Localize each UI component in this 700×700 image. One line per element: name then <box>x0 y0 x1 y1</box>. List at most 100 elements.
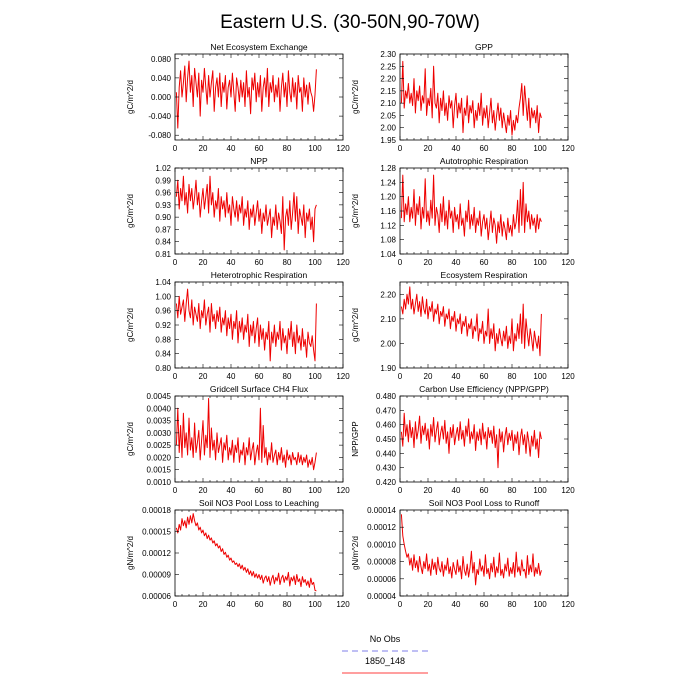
x-tick-label: 20 <box>424 372 433 381</box>
y-tick-label: 2.15 <box>380 87 396 96</box>
x-tick-label: 80 <box>283 486 292 495</box>
y-tick-label: 1.02 <box>155 164 171 173</box>
y-tick-label: 0.00006 <box>142 592 171 601</box>
x-tick-label: 40 <box>452 600 461 609</box>
y-axis-label: gC/m^2/d <box>351 194 360 228</box>
x-tick-label: 0 <box>398 600 403 609</box>
y-tick-label: 1.12 <box>380 221 396 230</box>
panel-5: Heterotrophic Respiration 0 20 40 60 80 100 120… <box>126 270 350 381</box>
x-tick-label: 0 <box>173 258 178 267</box>
x-tick-label: 100 <box>308 144 322 153</box>
x-tick-label: 120 <box>561 600 575 609</box>
x-tick-label: 120 <box>336 486 350 495</box>
series-line <box>400 412 542 469</box>
y-tick-label: 2.30 <box>380 50 396 59</box>
panel-3: NPP 0 20 40 60 80 100 120 0.81 0.84 0.87 0.90 0.93 0.… <box>126 156 350 267</box>
y-tick-label: 0.00015 <box>142 528 171 537</box>
y-tick-label: 1.00 <box>155 292 171 301</box>
x-tick-label: 120 <box>336 372 350 381</box>
y-tick-label: 0.480 <box>376 392 397 401</box>
chart-panels: Net Ecosystem Exchange 0 20 40 60 80 100 120 -0.… <box>126 42 575 609</box>
y-tick-label: 0.80 <box>155 364 171 373</box>
x-tick-label: 60 <box>255 486 264 495</box>
y-tick-label: 0.040 <box>151 74 172 83</box>
y-tick-label: 0.92 <box>155 321 171 330</box>
x-tick-label: 20 <box>424 258 433 267</box>
y-tick-label: 0.96 <box>155 307 171 316</box>
x-tick-label: 100 <box>308 372 322 381</box>
series-line <box>175 288 317 362</box>
plot-frame <box>399 281 569 369</box>
y-tick-label: 0.93 <box>155 201 171 210</box>
figure-title: Eastern U.S. (30-50N,90-70W) <box>220 12 480 33</box>
x-tick-label: 100 <box>308 486 322 495</box>
y-tick-label: 0.0045 <box>147 392 172 401</box>
panel-9: Soil NO3 Pool Loss to Leaching 0 20 40 60 80 1… <box>126 498 350 609</box>
panel-7: Gridcell Surface CH4 Flux 0 20 40 60 80 100 120… <box>126 384 350 495</box>
panel-title: Heterotrophic Respiration <box>211 270 308 280</box>
panel-title: Soil NO3 Pool Loss to Leaching <box>199 498 319 508</box>
y-tick-label: 0.90 <box>155 213 171 222</box>
plot-frame <box>399 509 569 597</box>
y-tick-label: 0.00010 <box>367 540 396 549</box>
y-tick-label: 2.00 <box>380 339 396 348</box>
panel-1: Net Ecosystem Exchange 0 20 40 60 80 100 120 -0.… <box>126 42 350 153</box>
x-tick-label: 20 <box>424 144 433 153</box>
x-tick-label: 100 <box>308 600 322 609</box>
y-tick-label: 0.88 <box>155 335 171 344</box>
x-tick-label: 120 <box>561 486 575 495</box>
x-tick-label: 120 <box>336 144 350 153</box>
y-tick-label: 1.95 <box>380 136 396 145</box>
panel-title: NPP <box>250 156 268 166</box>
plot-frame <box>174 509 344 597</box>
y-axis-label: gC/m^2/d <box>126 422 135 456</box>
x-tick-label: 0 <box>398 258 403 267</box>
y-tick-label: 0.00018 <box>142 506 171 515</box>
y-tick-label: 0.420 <box>376 478 397 487</box>
y-axis-label: gN/m^2/d <box>351 536 360 570</box>
x-tick-label: 40 <box>452 144 461 153</box>
y-axis-label: gN/m^2/d <box>126 536 135 570</box>
y-tick-label: 2.00 <box>380 124 396 133</box>
panel-10: Soil NO3 Pool Loss to Runoff 0 20 40 60 80 100… <box>351 498 575 609</box>
x-tick-label: 40 <box>227 144 236 153</box>
x-tick-label: 120 <box>336 600 350 609</box>
y-tick-label: 0.00014 <box>367 506 396 515</box>
x-tick-label: 120 <box>561 258 575 267</box>
y-tick-label: 0.99 <box>155 176 171 185</box>
y-axis-label: gC/m^2/d <box>126 308 135 342</box>
y-axis-label: gC/m^2/d <box>126 80 135 114</box>
legend-label: No Obs <box>370 634 401 644</box>
series-line <box>175 513 317 592</box>
y-tick-label: 0.0010 <box>147 478 172 487</box>
x-tick-label: 80 <box>508 486 517 495</box>
x-tick-label: 100 <box>533 258 547 267</box>
x-tick-label: 40 <box>227 258 236 267</box>
x-tick-label: 100 <box>533 372 547 381</box>
x-tick-label: 100 <box>308 258 322 267</box>
y-tick-label: 0.000 <box>151 93 172 102</box>
y-tick-label: 0.0030 <box>147 429 172 438</box>
x-tick-label: 120 <box>561 372 575 381</box>
x-tick-label: 60 <box>480 258 489 267</box>
series-line <box>175 397 317 471</box>
y-tick-label: 1.90 <box>380 364 396 373</box>
panel-title: GPP <box>475 42 493 52</box>
y-tick-label: 0.080 <box>151 55 172 64</box>
x-tick-label: 60 <box>480 144 489 153</box>
y-tick-label: 1.20 <box>380 193 396 202</box>
y-tick-label: 0.84 <box>155 350 171 359</box>
x-tick-label: 20 <box>199 372 208 381</box>
series-line <box>400 514 542 586</box>
x-tick-label: 80 <box>283 258 292 267</box>
y-tick-label: 2.20 <box>380 75 396 84</box>
y-tick-label: 2.05 <box>380 111 396 120</box>
x-tick-label: 60 <box>255 258 264 267</box>
x-tick-label: 80 <box>283 372 292 381</box>
plot-frame <box>399 53 569 141</box>
y-tick-label: 0.00012 <box>367 523 396 532</box>
x-tick-label: 0 <box>173 486 178 495</box>
x-tick-label: 80 <box>283 600 292 609</box>
y-tick-label: 0.00008 <box>367 558 396 567</box>
y-tick-label: 0.00004 <box>367 592 396 601</box>
